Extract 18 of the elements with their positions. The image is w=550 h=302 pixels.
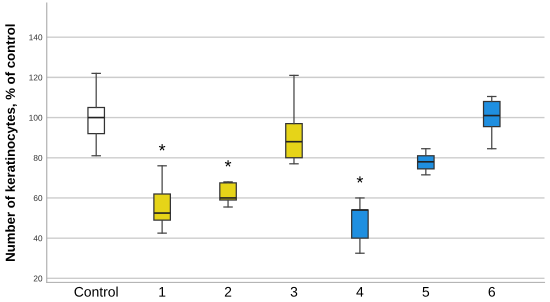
x-tick-label: 3 <box>290 286 298 297</box>
x-tick-label: 4 <box>356 287 364 297</box>
y-tick-label: 40 <box>34 235 42 242</box>
x-tick-label: 5 <box>422 287 430 297</box>
y-tick-label: 80 <box>34 154 42 161</box>
x-tick-label: 6 <box>488 286 496 297</box>
y-tick-label: 20 <box>34 276 42 282</box>
y-tick-label: 100 <box>29 114 42 121</box>
x-tick-label: Control <box>74 286 118 297</box>
annotation: * <box>158 144 166 151</box>
x-tick-label: 2 <box>224 286 232 297</box>
y-axis-title: Number of keratinocytes, % of control <box>5 24 18 261</box>
annotation: * <box>356 176 364 183</box>
annotation: * <box>224 160 232 167</box>
y-tick-label: 120 <box>29 74 42 80</box>
y-tick-label: 60 <box>34 195 42 202</box>
x-tick-label: 1 <box>159 287 166 297</box>
y-tick-label: 140 <box>29 34 42 40</box>
